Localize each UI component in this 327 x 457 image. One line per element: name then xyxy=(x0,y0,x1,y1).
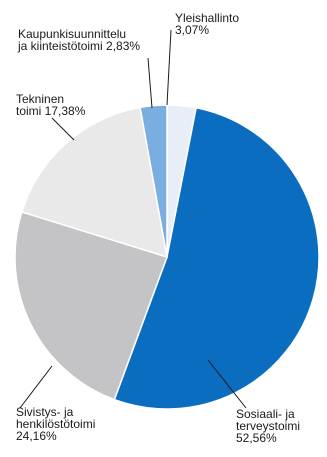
leader-line-kaupunki xyxy=(147,57,153,109)
slice-label-line: ja kiinteistötoimi 2,83% xyxy=(17,39,140,53)
pie-slices xyxy=(14,104,320,410)
slice-label-line: 52,56% xyxy=(236,431,277,445)
slice-label-line: toimi 17,38% xyxy=(16,104,86,118)
slice-label-yleishallinto: Yleishallinto 3,07% xyxy=(175,11,239,37)
leader-lines xyxy=(19,29,247,409)
leader-line-sivistys xyxy=(19,365,53,409)
slice-label-line: 3,07% xyxy=(175,23,209,37)
slice-label-sivistys: Sivistys- ja henkilöstötoimi 24,16% xyxy=(16,405,95,443)
slice-label-sosiaali: Sosiaali- ja terveystoimi 52,56% xyxy=(236,407,300,445)
pie-slice-sosiaali xyxy=(113,106,320,410)
slice-label-line: terveystoimi xyxy=(236,419,300,433)
slice-label-line: Sivistys- ja xyxy=(16,405,74,419)
slice-label-kaupunki: Kaupunkisuunnittelu ja kiinteistötoimi 2,… xyxy=(17,27,140,53)
slice-label-line: henkilöstötoimi xyxy=(16,417,95,431)
pie-slice-sivistys xyxy=(14,211,168,401)
slice-label-tekninen: Tekninen toimi 17,38% xyxy=(16,92,86,118)
pie-slice-tekninen xyxy=(20,106,168,259)
leader-line-yleishallinto xyxy=(166,29,172,106)
pie-slice-kaupunki xyxy=(139,104,168,258)
slice-label-line: Sosiaali- ja xyxy=(236,407,295,421)
slice-label-line: Yleishallinto xyxy=(175,11,239,25)
slice-label-line: Kaupunkisuunnittelu xyxy=(18,27,126,41)
slice-labels: Yleishallinto 3,07% Sosiaali- ja terveystoi… xyxy=(16,11,300,445)
leader-line-sosiaali xyxy=(207,359,247,409)
leader-line-tekninen xyxy=(51,117,75,141)
slice-label-line: 24,16% xyxy=(16,429,57,443)
slice-label-line: Tekninen xyxy=(16,92,64,106)
